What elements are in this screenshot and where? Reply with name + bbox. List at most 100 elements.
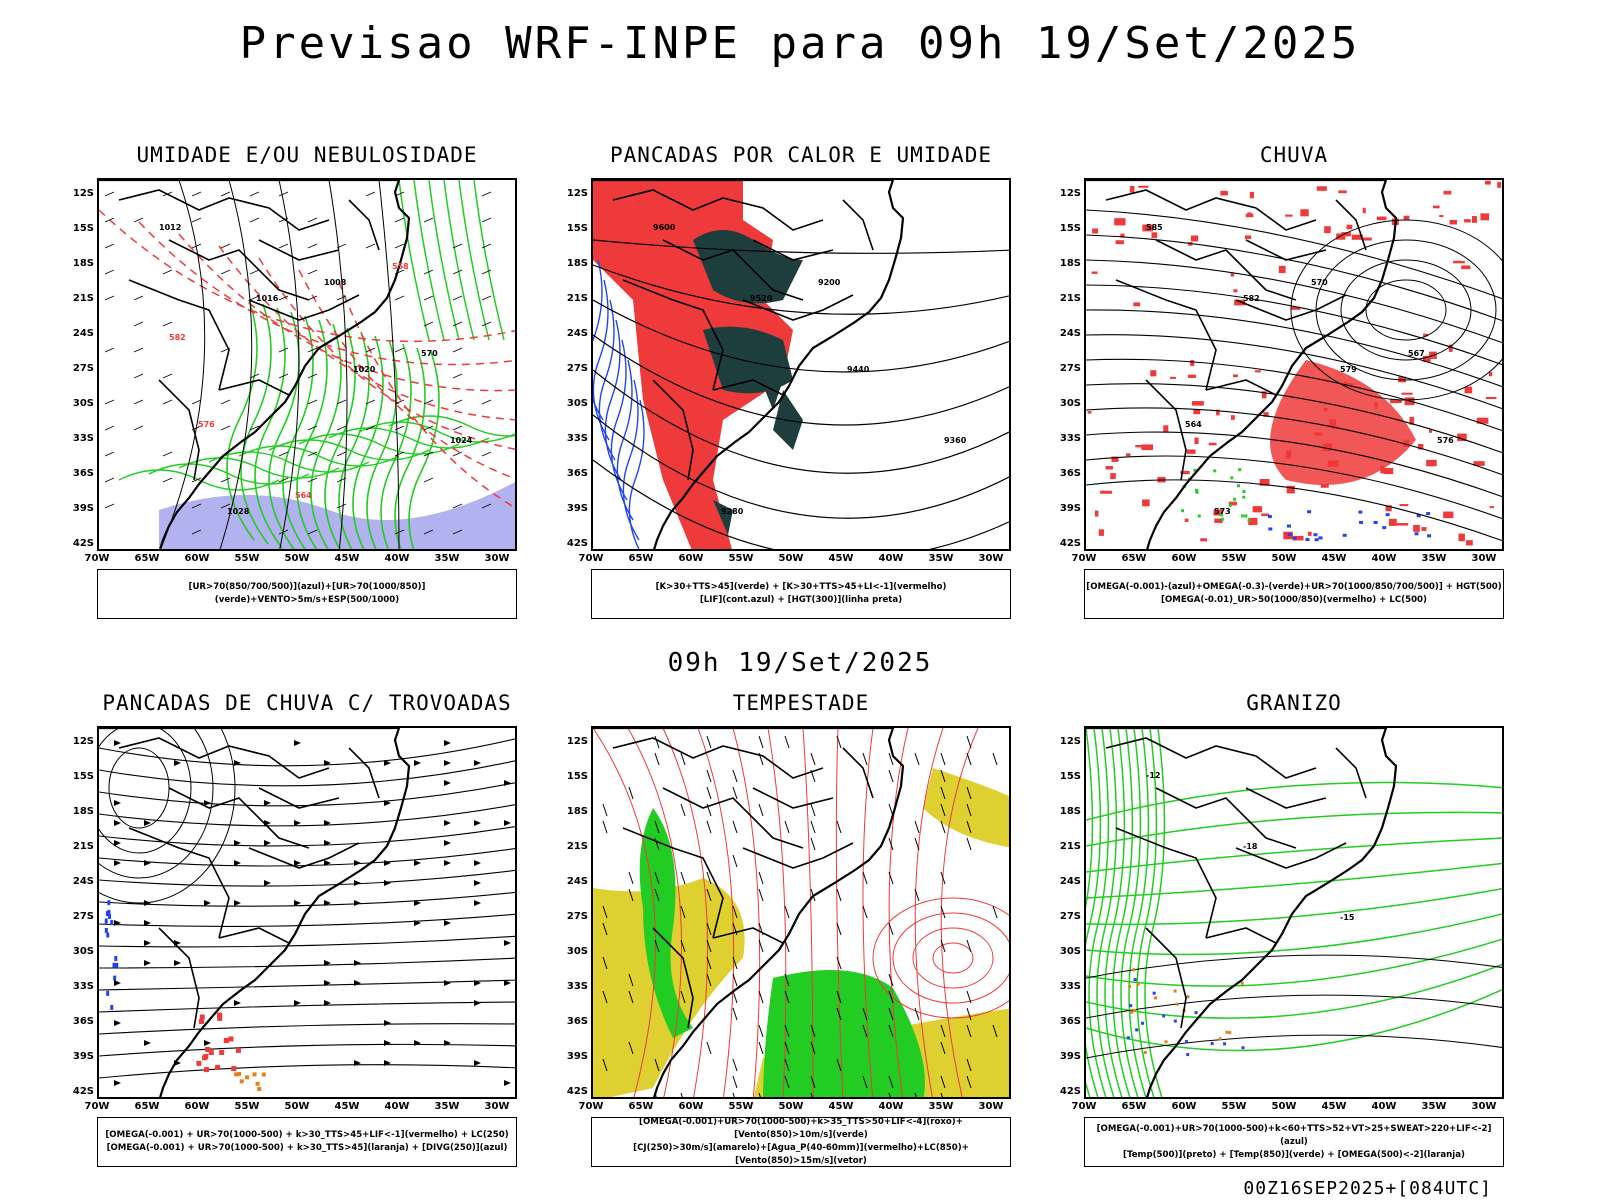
lat-tick-label: 30S [72, 398, 94, 409]
lat-tick-label: 15S [1059, 223, 1081, 234]
lon-tick-label: 70W [84, 1101, 110, 1112]
lon-tick-label: 50W [778, 553, 804, 564]
lon-tick-label: 65W [134, 553, 160, 564]
panel-legend: [OMEGA(-0.001)+UR>70(1000-500)+k>35_TTS>… [591, 1117, 1011, 1167]
lat-tick-label: 24S [1059, 876, 1081, 887]
contour-label: 9440 [847, 365, 870, 374]
lat-tick-label: 12S [566, 736, 588, 747]
lon-tick-label: 30W [1471, 553, 1497, 564]
map-canvas: 1012 1016 1020 1024 1028 1008 570 576 564 558 582 [99, 180, 515, 549]
lat-tick-label: 42S [1059, 538, 1081, 549]
lat-tick-label: 33S [1059, 981, 1081, 992]
lat-tick-label: 30S [1059, 946, 1081, 957]
lon-tick-label: 70W [84, 553, 110, 564]
legend-line: [CJ(250)>30m/s](amarelo)+[Agua_P(40-60mm… [633, 1143, 969, 1166]
map-plot: 585 582 579 576 573 570 567 564 [1084, 178, 1504, 551]
main-title: Previsao WRF-INPE para 09h 19/Set/2025 [239, 18, 1361, 69]
lat-tick-label: 18S [72, 806, 94, 817]
lat-tick-label: 33S [1059, 433, 1081, 444]
lon-tick-label: 55W [728, 553, 754, 564]
lon-tick-label: 50W [778, 1101, 804, 1112]
lat-tick-label: 27S [566, 363, 588, 374]
lon-tick-label: 50W [284, 1101, 310, 1112]
lon-tick-label: 70W [1071, 1101, 1097, 1112]
lat-tick-label: 36S [72, 1016, 94, 1027]
contour-label: 576 [1437, 436, 1454, 445]
panel-legend: [K>30+TTS>45](verde) + [K>30+TTS>45+LI<-… [591, 569, 1011, 619]
contour-label: -12 [1146, 771, 1160, 780]
lat-tick-label: 36S [566, 468, 588, 479]
legend-line: [Temp(500)](preto) + [Temp(850)](verde) … [1123, 1149, 1465, 1160]
lat-tick-label: 42S [72, 538, 94, 549]
lat-tick-label: 33S [566, 981, 588, 992]
contour-label: 9200 [818, 278, 841, 287]
lat-tick-label: 21S [72, 293, 94, 304]
lon-tick-label: 40W [384, 553, 410, 564]
lon-tick-label: 70W [578, 553, 604, 564]
contour-label: -15 [1340, 913, 1355, 922]
panel-title: UMIDADE E/OU NEBULOSIDADE [136, 143, 478, 167]
panel-legend: [OMEGA(-0.001) + UR>70(1000-500) + k>30_… [97, 1117, 517, 1167]
lon-tick-label: 55W [1221, 553, 1247, 564]
contour-label: 1020 [353, 365, 376, 374]
lon-tick-label: 45W [334, 553, 360, 564]
panel-legend: [UR>70(850/700/500)](azul)+[UR>70(1000/8… [97, 569, 517, 619]
contour-label: 570 [421, 349, 438, 358]
lat-tick-label: 12S [566, 188, 588, 199]
contour-label: 1016 [256, 294, 279, 303]
lon-tick-label: 70W [578, 1101, 604, 1112]
lon-tick-label: 60W [678, 553, 704, 564]
panel-title: TEMPESTADE [732, 691, 870, 715]
lon-tick-label: 50W [1271, 553, 1297, 564]
lon-tick-label: 55W [234, 553, 260, 564]
lat-tick-label: 15S [72, 223, 94, 234]
lat-tick-label: 21S [1059, 293, 1081, 304]
map-canvas: -12 -18 -15 [1086, 728, 1502, 1097]
lat-tick-label: 12S [72, 736, 94, 747]
lat-tick-label: 30S [566, 946, 588, 957]
lat-tick-label: 39S [1059, 1051, 1081, 1062]
lon-tick-label: 45W [828, 1101, 854, 1112]
lat-tick-label: 39S [1059, 503, 1081, 514]
lon-tick-label: 55W [728, 1101, 754, 1112]
contour-label: 582 [169, 333, 186, 342]
lat-tick-label: 24S [566, 876, 588, 887]
lat-tick-label: 24S [566, 328, 588, 339]
contour-label: 567 [1408, 349, 1425, 358]
lon-tick-label: 60W [678, 1101, 704, 1112]
contour-label: 9360 [944, 436, 967, 445]
lon-tick-label: 40W [384, 1101, 410, 1112]
lat-tick-label: 27S [72, 911, 94, 922]
lon-tick-label: 30W [1471, 1101, 1497, 1112]
map-plot [591, 726, 1011, 1099]
lat-tick-label: 21S [1059, 841, 1081, 852]
panel-legend: [OMEGA(-0.001)+UR>70(1000-500)+k<60+TTS>… [1084, 1117, 1504, 1167]
lon-tick-label: 30W [484, 553, 510, 564]
lat-tick-label: 15S [566, 223, 588, 234]
lat-tick-label: 15S [72, 771, 94, 782]
legend-line: [OMEGA(-0.001)+UR>70(1000-500)+k<60+TTS>… [1096, 1123, 1492, 1147]
map-plot [97, 726, 517, 1099]
lat-tick-label: 18S [72, 258, 94, 269]
lat-tick-label: 18S [1059, 258, 1081, 269]
lat-tick-label: 15S [566, 771, 588, 782]
lat-tick-label: 21S [566, 293, 588, 304]
map-canvas: 585 582 579 576 573 570 567 564 [1086, 180, 1502, 549]
lon-tick-label: 55W [1221, 1101, 1247, 1112]
lat-tick-label: 39S [566, 503, 588, 514]
lat-tick-label: 33S [566, 433, 588, 444]
lon-tick-label: 35W [1421, 553, 1447, 564]
lat-tick-label: 18S [566, 806, 588, 817]
lon-tick-label: 35W [434, 553, 460, 564]
lon-tick-label: 60W [184, 1101, 210, 1112]
lon-tick-label: 35W [1421, 1101, 1447, 1112]
panel-title: GRANIZO [1246, 691, 1342, 715]
lon-tick-label: 30W [978, 553, 1004, 564]
map-plot: -12 -18 -15 [1084, 726, 1504, 1099]
lon-tick-label: 45W [1321, 553, 1347, 564]
panel-title: CHUVA [1259, 143, 1329, 167]
lat-tick-label: 33S [72, 981, 94, 992]
map-canvas [593, 728, 1009, 1097]
contour-label: 1012 [159, 223, 181, 232]
lat-tick-label: 30S [1059, 398, 1081, 409]
